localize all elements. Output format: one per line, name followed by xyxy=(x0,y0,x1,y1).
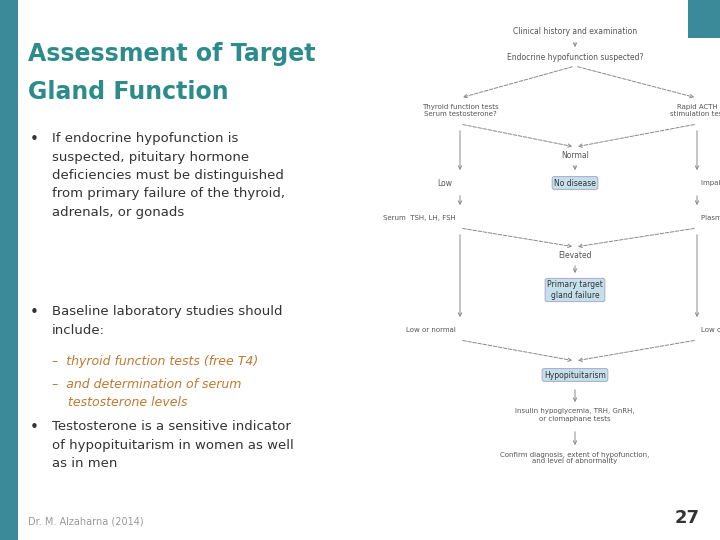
Text: Low: Low xyxy=(437,179,452,187)
Text: If endocrine hypofunction is
suspected, pituitary hormone
deficiencies must be d: If endocrine hypofunction is suspected, … xyxy=(52,132,285,219)
Text: Plasma ACTH: Plasma ACTH xyxy=(701,215,720,221)
Text: Normal: Normal xyxy=(561,151,589,159)
Text: Testosterone is a sensitive indicator
of hypopituitarism in women as well
as in : Testosterone is a sensitive indicator of… xyxy=(52,420,294,470)
Text: •: • xyxy=(30,132,39,147)
Text: Gland Function: Gland Function xyxy=(28,80,229,104)
Bar xyxy=(688,0,720,38)
Text: •: • xyxy=(30,305,39,320)
Text: •: • xyxy=(30,420,39,435)
Text: –  and determination of serum
    testosterone levels: – and determination of serum testosteron… xyxy=(52,378,241,409)
Text: Dr. M. Alzaharna (2014): Dr. M. Alzaharna (2014) xyxy=(28,517,143,527)
Text: Rapid ACTH
stimulation test: Rapid ACTH stimulation test xyxy=(670,104,720,117)
Text: Baseline laboratory studies should
include:: Baseline laboratory studies should inclu… xyxy=(52,305,282,336)
Text: No disease: No disease xyxy=(554,179,596,187)
Text: 27: 27 xyxy=(675,509,700,527)
Text: Insulin hypoglycemia, TRH, GnRH,
or clomaphane tests: Insulin hypoglycemia, TRH, GnRH, or clom… xyxy=(516,408,635,422)
Text: Low or normal: Low or normal xyxy=(406,327,456,333)
Text: Primary target
gland failure: Primary target gland failure xyxy=(547,280,603,300)
Text: Serum  TSH, LH, FSH: Serum TSH, LH, FSH xyxy=(383,215,456,221)
Text: Thyroid function tests
Serum testosterone?: Thyroid function tests Serum testosteron… xyxy=(422,104,498,117)
Text: Confirm diagnosis, extent of hypofunction,
and level of abnormality: Confirm diagnosis, extent of hypofunctio… xyxy=(500,451,649,464)
Text: Assessment of Target: Assessment of Target xyxy=(28,42,315,66)
Text: Hypopituitarism: Hypopituitarism xyxy=(544,370,606,380)
Text: Clinical history and examination: Clinical history and examination xyxy=(513,28,637,37)
Bar xyxy=(0,0,18,540)
Text: Elevated: Elevated xyxy=(558,251,592,260)
Text: Endocrine hypofunction suspected?: Endocrine hypofunction suspected? xyxy=(507,53,643,63)
Text: Impaired cortisol response: Impaired cortisol response xyxy=(701,180,720,186)
Text: –  thyroid function tests (free T4): – thyroid function tests (free T4) xyxy=(52,355,258,368)
Text: Low or normal: Low or normal xyxy=(701,327,720,333)
